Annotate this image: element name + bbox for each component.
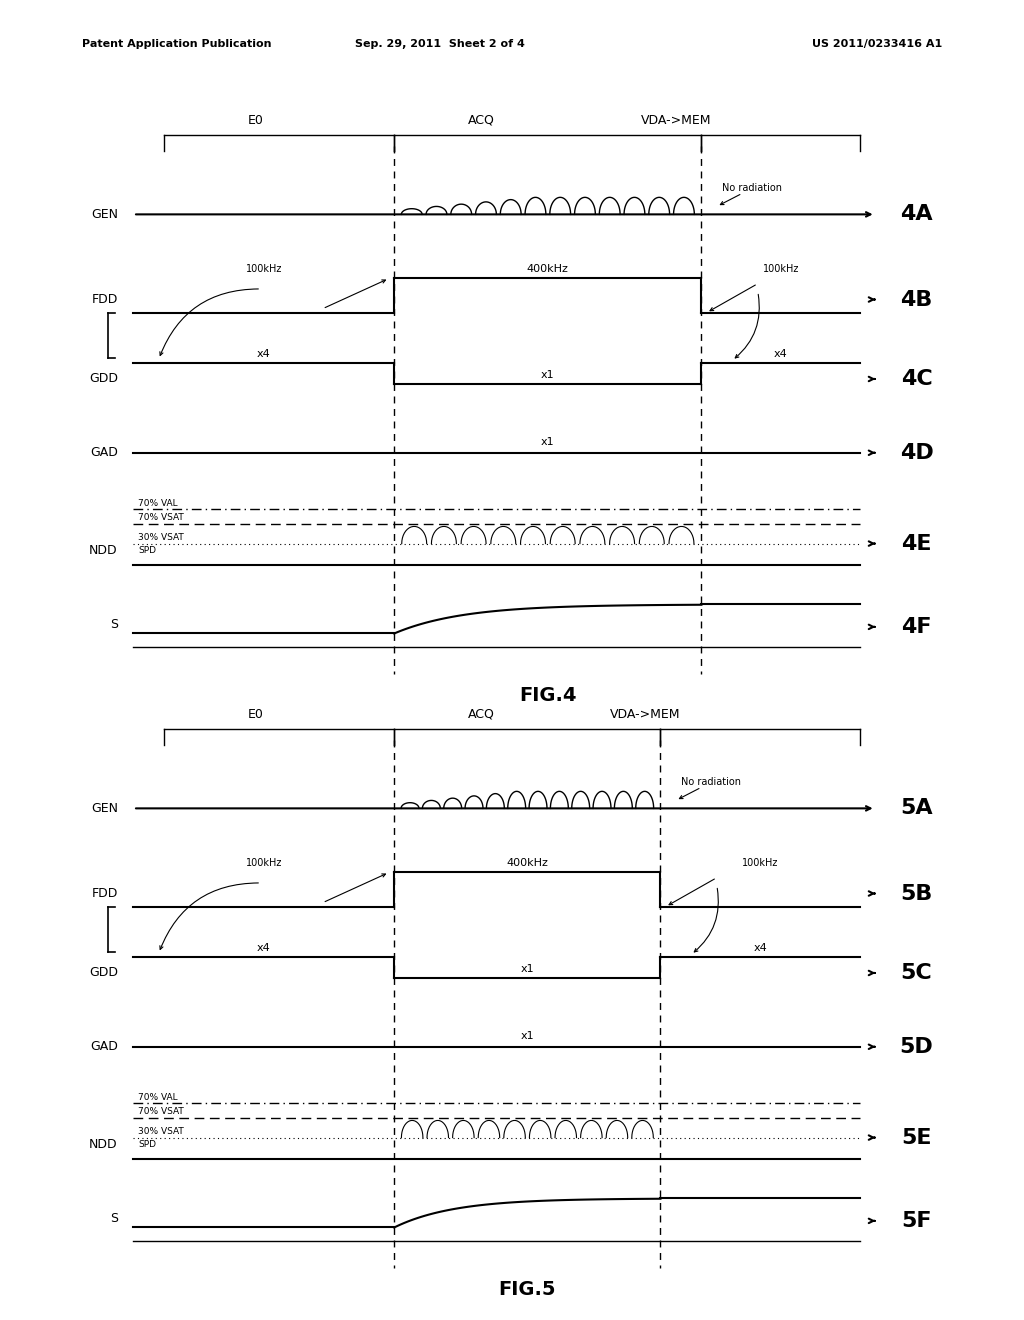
Text: x4: x4 (754, 944, 767, 953)
Text: SPD: SPD (138, 1139, 157, 1148)
Text: x1: x1 (520, 965, 535, 974)
Text: 5A: 5A (900, 799, 933, 818)
Text: S: S (110, 618, 118, 631)
Text: 30% VSAT: 30% VSAT (138, 1127, 184, 1137)
Text: GAD: GAD (90, 446, 118, 459)
Text: 100kHz: 100kHz (763, 264, 799, 275)
Text: SPD: SPD (138, 545, 157, 554)
Text: x4: x4 (774, 350, 787, 359)
Text: 100kHz: 100kHz (742, 858, 778, 869)
Text: Patent Application Publication: Patent Application Publication (82, 38, 271, 49)
Text: GDD: GDD (89, 966, 118, 979)
Text: GAD: GAD (90, 1040, 118, 1053)
Text: GEN: GEN (91, 207, 118, 220)
Text: 5F: 5F (901, 1210, 932, 1230)
Text: NDD: NDD (89, 544, 118, 557)
Text: GEN: GEN (91, 801, 118, 814)
Text: No radiation: No radiation (681, 777, 741, 787)
Text: 5D: 5D (900, 1036, 933, 1057)
Text: 5C: 5C (900, 964, 933, 983)
Text: US 2011/0233416 A1: US 2011/0233416 A1 (812, 38, 942, 49)
Text: x4: x4 (257, 350, 270, 359)
Text: 30% VSAT: 30% VSAT (138, 533, 184, 543)
Text: FIG.4: FIG.4 (519, 686, 577, 705)
Text: 70% VAL: 70% VAL (138, 499, 178, 508)
Text: VDA->MEM: VDA->MEM (610, 708, 680, 721)
Text: FDD: FDD (91, 293, 118, 306)
Text: 5B: 5B (900, 883, 933, 903)
Text: 5E: 5E (901, 1127, 932, 1147)
Text: 70% VSAT: 70% VSAT (138, 513, 184, 523)
Text: NDD: NDD (89, 1138, 118, 1151)
Text: 4B: 4B (900, 289, 933, 309)
Text: E0: E0 (248, 708, 264, 721)
Text: GDD: GDD (89, 372, 118, 385)
Text: VDA->MEM: VDA->MEM (641, 114, 711, 127)
Text: 400kHz: 400kHz (527, 264, 568, 275)
Text: S: S (110, 1212, 118, 1225)
Text: ACQ: ACQ (468, 708, 495, 721)
Text: FIG.5: FIG.5 (499, 1280, 556, 1299)
Text: 400kHz: 400kHz (507, 858, 548, 869)
Text: 70% VSAT: 70% VSAT (138, 1107, 184, 1117)
Text: 4F: 4F (901, 616, 932, 636)
Text: x1: x1 (541, 437, 555, 447)
Text: No radiation: No radiation (722, 183, 782, 193)
Text: 100kHz: 100kHz (246, 858, 282, 869)
Text: 4D: 4D (900, 442, 933, 463)
Text: 100kHz: 100kHz (246, 264, 282, 275)
Text: 4A: 4A (900, 205, 933, 224)
Text: x1: x1 (520, 1031, 535, 1041)
Text: 4C: 4C (900, 370, 933, 389)
Text: 70% VAL: 70% VAL (138, 1093, 178, 1102)
Text: x1: x1 (541, 371, 555, 380)
Text: x4: x4 (257, 944, 270, 953)
Text: ACQ: ACQ (468, 114, 495, 127)
Text: FDD: FDD (91, 887, 118, 900)
Text: E0: E0 (248, 114, 264, 127)
Text: Sep. 29, 2011  Sheet 2 of 4: Sep. 29, 2011 Sheet 2 of 4 (355, 38, 525, 49)
Text: 4E: 4E (901, 533, 932, 553)
